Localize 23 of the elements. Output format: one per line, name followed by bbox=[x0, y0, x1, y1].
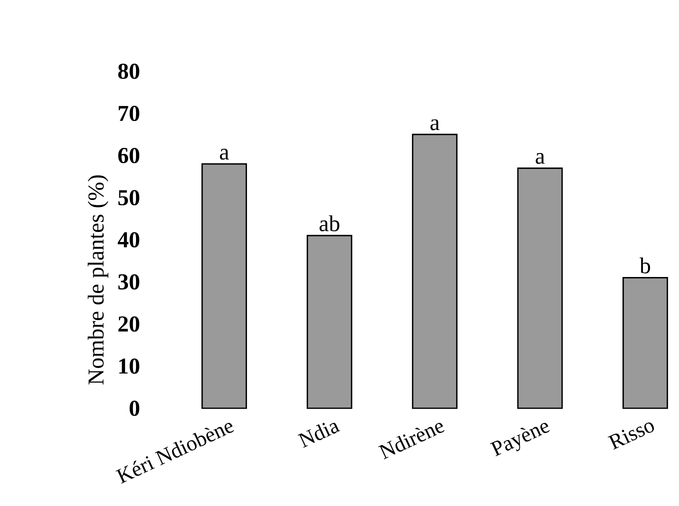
x-tick-label: Payène bbox=[490, 422, 550, 456]
bar bbox=[201, 163, 247, 409]
x-tick-label: Ndia bbox=[298, 422, 340, 448]
y-tick-label: 40 bbox=[118, 232, 140, 248]
annotation: a bbox=[220, 148, 229, 160]
y-tick-label: 80 bbox=[118, 64, 140, 79]
annotation: a bbox=[430, 119, 440, 130]
y-tick-label: 60 bbox=[118, 148, 140, 164]
y-tick-label: 0 bbox=[130, 400, 140, 416]
annotation: b bbox=[640, 257, 650, 274]
y-tick-label: 30 bbox=[118, 274, 140, 290]
annotation: ab bbox=[320, 215, 340, 232]
x-tick-label: Risso bbox=[608, 422, 654, 450]
annotation: a bbox=[536, 153, 545, 164]
y-tick-label: 50 bbox=[118, 190, 140, 206]
y-tick-label: 10 bbox=[119, 358, 140, 374]
bar bbox=[306, 234, 352, 409]
y-axis-title: Nombre de plantes (%) bbox=[88, 175, 108, 385]
bar bbox=[517, 167, 563, 409]
bar bbox=[412, 134, 458, 409]
bar bbox=[622, 277, 668, 409]
y-tick-label: 20 bbox=[118, 316, 140, 332]
y-tick-label: 70 bbox=[118, 106, 140, 122]
